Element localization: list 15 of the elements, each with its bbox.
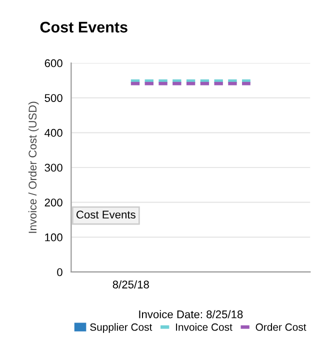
y-tick-label: 300 <box>44 164 62 172</box>
y-tick-label: 200 <box>44 198 62 206</box>
y-tick-label: 400 <box>44 128 62 137</box>
x-tick-label: 8/25/18 <box>112 280 149 288</box>
chart-title: Cost Events <box>40 22 128 33</box>
x-axis-title: Invoice Date: 8/25/18 <box>139 310 243 318</box>
y-tick-label: 600 <box>44 59 62 68</box>
y-tick-label: 100 <box>45 233 62 242</box>
y-tick-label: 500 <box>44 94 62 102</box>
y-tick-label: 0 <box>57 268 62 276</box>
annotation: Cost Events <box>76 210 136 219</box>
legend-label: Order Cost <box>256 323 306 331</box>
y-axis-title: Invoice / Order Cost (USD) <box>28 102 39 233</box>
legend-label: Invoice Cost <box>176 323 232 331</box>
legend-label: Supplier Cost <box>90 323 152 333</box>
